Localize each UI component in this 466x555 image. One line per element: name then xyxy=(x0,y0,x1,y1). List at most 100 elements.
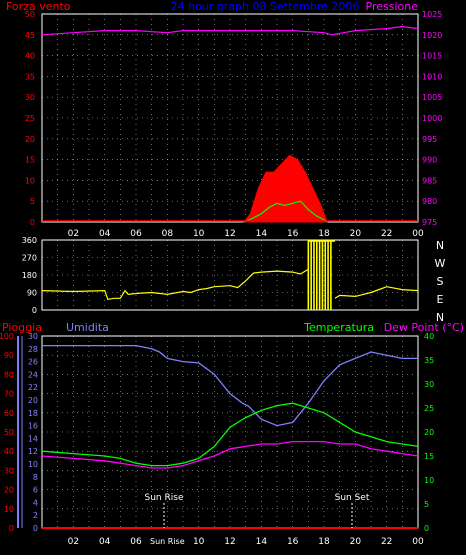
rain-axis-label: Pioggia xyxy=(2,321,42,334)
pressure-axis-label: Pressione xyxy=(366,0,419,13)
y-tick-label: 1010 xyxy=(422,72,442,81)
x-tick-label: 18 xyxy=(318,229,330,239)
series-area-wind-max xyxy=(243,154,328,223)
y-tick-label: 1005 xyxy=(422,93,442,102)
y-tick-label: 1025 xyxy=(422,10,442,19)
x-tick-label: 16 xyxy=(287,229,299,239)
y-tick-label: 25 xyxy=(25,114,35,123)
y-tick-label: 20 xyxy=(424,428,434,437)
compass-labels: N W S E N xyxy=(435,239,446,324)
x-tick-label: 02 xyxy=(68,537,79,547)
series-line-wind-avg xyxy=(243,200,328,223)
x-tick-label: 10 xyxy=(193,537,205,547)
y-tick-label: 50 xyxy=(4,428,14,437)
y-tick-label: 975 xyxy=(422,218,437,227)
y-tick-label: 40 xyxy=(424,332,434,341)
y-tick-label: 985 xyxy=(422,176,437,185)
y-tick-label: 15 xyxy=(25,156,35,165)
y-tick-label: 35 xyxy=(25,72,35,81)
x-tick-label: 20 xyxy=(350,537,362,547)
x-tick-label: 14 xyxy=(256,537,268,547)
y-tick-label: 18 xyxy=(28,409,38,418)
x-tick-label: 20 xyxy=(350,229,362,239)
y-tick-label: 10 xyxy=(4,505,14,514)
x-tick-label: 22 xyxy=(381,537,392,547)
y-tick-label: 15 xyxy=(424,452,434,461)
y-tick-label: 40 xyxy=(4,447,14,456)
y-tick-label: 0 xyxy=(32,306,37,315)
series xyxy=(41,25,419,529)
y-tick-label: 20 xyxy=(4,486,14,495)
sunrise-annotation: Sun Rise xyxy=(145,493,184,503)
x-tick-label: 00 xyxy=(412,537,424,547)
humidity-axis-label: Umidita xyxy=(66,321,109,334)
y-tick-label: 0 xyxy=(9,524,14,533)
x-tick-label: 10 xyxy=(193,229,205,239)
y-tick-label: 30 xyxy=(25,93,35,102)
compass-label: S xyxy=(437,275,444,288)
y-tick-label: 980 xyxy=(422,197,437,206)
x-tick-label: 22 xyxy=(381,229,392,239)
y-tick-label: 5 xyxy=(424,500,429,509)
y-tick-label: 1015 xyxy=(422,52,442,61)
series-line-direction xyxy=(41,268,309,300)
y-tick-label: 995 xyxy=(422,135,437,144)
x-tick-label: 06 xyxy=(130,537,142,547)
y-tick-label: 25 xyxy=(424,404,434,413)
y-tick-label: 90 xyxy=(27,289,37,298)
y-tick-label: 30 xyxy=(28,332,38,341)
y-tick-label: 26 xyxy=(28,358,38,367)
x-tick-label: 14 xyxy=(256,229,268,239)
y-tick-label: 100 xyxy=(0,332,14,341)
x-tick-label: 04 xyxy=(99,537,111,547)
y-tick-label: 16 xyxy=(28,422,38,431)
y-tick-label: 180 xyxy=(22,271,37,280)
x-tick-label: 08 xyxy=(162,229,174,239)
y-tick-label: 70 xyxy=(4,390,14,399)
x-tick-label: 12 xyxy=(224,229,235,239)
series-line-direction xyxy=(334,286,419,299)
y-tick-label: 10 xyxy=(25,176,35,185)
y-tick-label: 14 xyxy=(28,434,38,443)
y-tick-label: 1020 xyxy=(422,31,442,40)
compass-label: W xyxy=(435,257,446,270)
compass-label: N xyxy=(436,311,444,324)
y-tick-label: 90 xyxy=(4,351,14,360)
y-tick-label: 60 xyxy=(4,409,14,418)
series-line-temperature xyxy=(41,402,419,467)
series-line-pressure xyxy=(41,25,419,36)
y-tick-label: 6 xyxy=(33,486,38,495)
x-tick-label: 04 xyxy=(99,229,111,239)
y-tick-label: 22 xyxy=(28,383,38,392)
y-tick-label: 0 xyxy=(30,218,35,227)
y-tick-label: 270 xyxy=(22,254,37,263)
x-tick-label: 16 xyxy=(287,537,299,547)
y-tick-label: 5 xyxy=(30,197,35,206)
y-tick-label: 40 xyxy=(25,52,35,61)
y-tick-label: 0 xyxy=(33,524,38,533)
x-tick-label: 12 xyxy=(224,537,235,547)
x-tick-label: Sun Rise xyxy=(150,537,185,546)
y-tick-label: 30 xyxy=(424,380,434,389)
y-tick-label: 8 xyxy=(33,473,38,482)
series-line-humidity xyxy=(42,344,418,427)
y-tick-label: 35 xyxy=(424,356,434,365)
y-tick-label: 10 xyxy=(28,460,38,469)
x-tick-label: 02 xyxy=(68,229,79,239)
y-tick-label: 20 xyxy=(28,396,38,405)
y-tick-label: 28 xyxy=(28,345,38,354)
x-tick-label: 18 xyxy=(318,537,330,547)
compass-label: E xyxy=(437,293,444,306)
y-tick-label: 1000 xyxy=(422,114,442,123)
chart-title: 24 hour graph 08 Settembre 2006 xyxy=(171,0,360,13)
y-tick-label: 10 xyxy=(424,476,434,485)
y-tick-label: 990 xyxy=(422,156,437,165)
y-tick-label: 80 xyxy=(4,370,14,379)
y-tick-label: 20 xyxy=(25,135,35,144)
y-tick-label: 360 xyxy=(22,236,37,245)
x-tick-label: 00 xyxy=(412,229,424,239)
wind-axis-label: Forza vento xyxy=(6,0,71,13)
series-line-dewpoint xyxy=(41,440,419,469)
